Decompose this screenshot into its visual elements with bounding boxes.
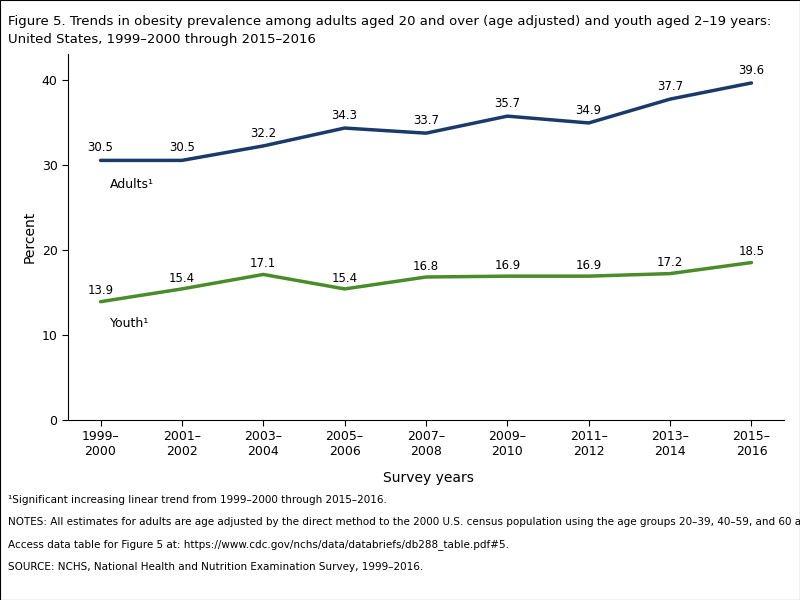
Text: 17.2: 17.2	[657, 256, 683, 269]
Text: 16.8: 16.8	[413, 260, 439, 273]
Text: Youth¹: Youth¹	[110, 317, 150, 330]
Text: 35.7: 35.7	[494, 97, 520, 110]
Text: 15.4: 15.4	[331, 272, 358, 284]
Text: 18.5: 18.5	[738, 245, 765, 258]
Text: Figure 5. Trends in obesity prevalence among adults aged 20 and over (age adjust: Figure 5. Trends in obesity prevalence a…	[8, 15, 771, 28]
Text: 32.2: 32.2	[250, 127, 276, 140]
Text: 34.3: 34.3	[332, 109, 358, 122]
Y-axis label: Percent: Percent	[22, 211, 36, 263]
Text: 30.5: 30.5	[88, 142, 114, 154]
Text: Access data table for Figure 5 at: https://www.cdc.gov/nchs/data/databriefs/db28: Access data table for Figure 5 at: https…	[8, 539, 509, 550]
Text: 39.6: 39.6	[738, 64, 765, 77]
Text: Adults¹: Adults¹	[110, 178, 154, 191]
Text: ¹Significant increasing linear trend from 1999–2000 through 2015–2016.: ¹Significant increasing linear trend fro…	[8, 495, 387, 505]
Text: 16.9: 16.9	[494, 259, 521, 272]
Text: 33.7: 33.7	[413, 114, 439, 127]
Text: NOTES: All estimates for adults are age adjusted by the direct method to the 200: NOTES: All estimates for adults are age …	[8, 517, 800, 527]
Text: 34.9: 34.9	[576, 104, 602, 117]
Text: 15.4: 15.4	[169, 272, 195, 284]
Text: 37.7: 37.7	[657, 80, 683, 93]
Text: 13.9: 13.9	[87, 284, 114, 298]
Text: 17.1: 17.1	[250, 257, 276, 270]
Text: United States, 1999–2000 through 2015–2016: United States, 1999–2000 through 2015–20…	[8, 33, 316, 46]
Text: 30.5: 30.5	[169, 142, 195, 154]
Text: 16.9: 16.9	[576, 259, 602, 272]
Text: Survey years: Survey years	[382, 471, 474, 485]
Text: SOURCE: NCHS, National Health and Nutrition Examination Survey, 1999–2016.: SOURCE: NCHS, National Health and Nutrit…	[8, 562, 423, 572]
